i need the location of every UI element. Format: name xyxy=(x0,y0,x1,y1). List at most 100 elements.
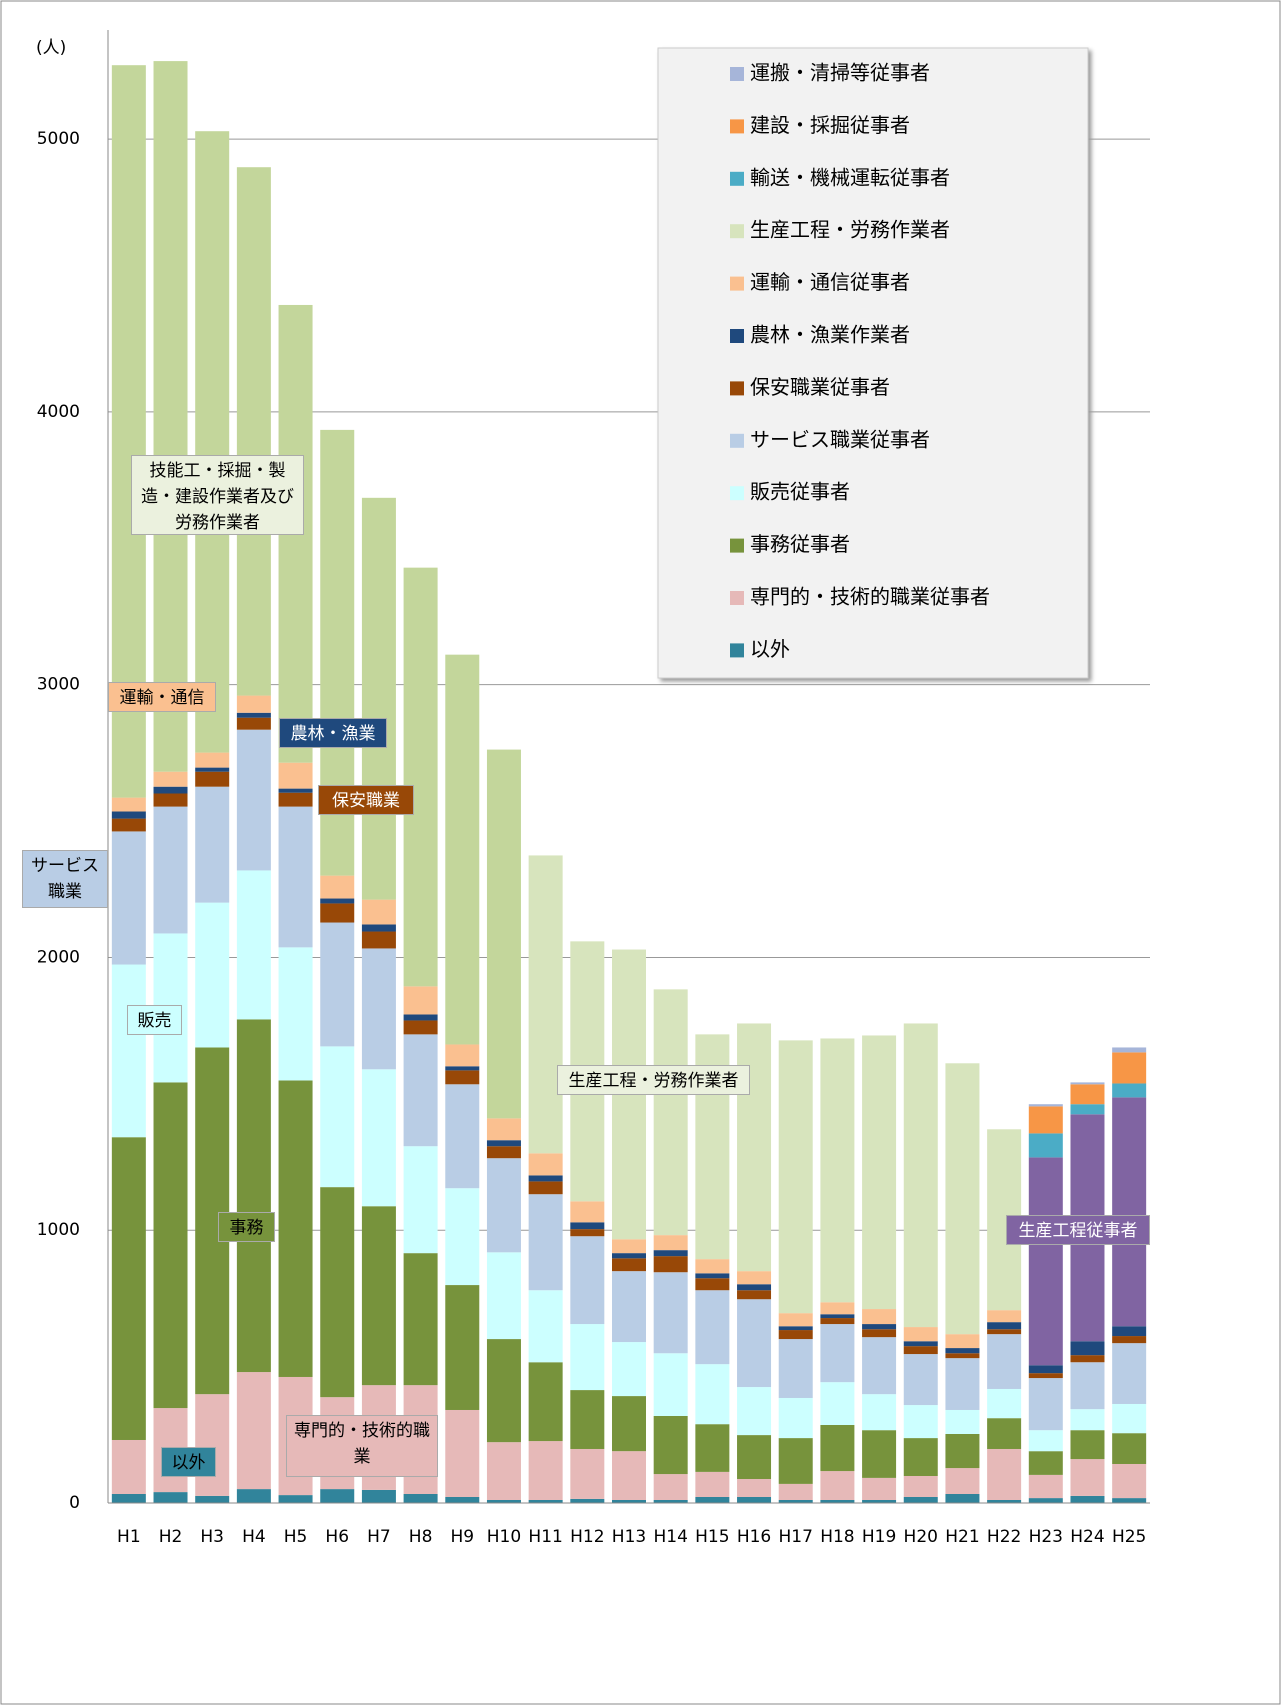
bar-segment xyxy=(1070,1362,1105,1410)
annotation: 技能工・採掘・製造・建設作業者及び労務作業者 xyxy=(131,455,304,535)
bar-segment xyxy=(945,1353,980,1359)
bar-segment xyxy=(320,875,355,899)
legend-swatch xyxy=(730,381,744,396)
bar-segment xyxy=(570,1236,605,1325)
bar-segment xyxy=(486,1499,521,1503)
bar-segment xyxy=(153,793,188,807)
annotation: 運輸・通信 xyxy=(108,682,216,712)
x-tick-label: H23 xyxy=(1029,1527,1063,1547)
bar-segment xyxy=(195,786,230,903)
bar-segment xyxy=(195,752,230,768)
bar-segment xyxy=(361,948,396,1070)
legend-swatch xyxy=(730,486,744,501)
bar-segment xyxy=(820,1382,855,1425)
bar-segment xyxy=(737,1387,772,1436)
annotation: 生産工程従事者 xyxy=(1006,1215,1150,1245)
bar-segment xyxy=(903,1346,938,1355)
legend-label: 運搬・清掃等従事者 xyxy=(750,61,930,85)
bar-segment xyxy=(737,1496,772,1503)
bar-segment xyxy=(1028,1104,1063,1107)
bar-segment xyxy=(361,1069,396,1207)
x-tick-label: H8 xyxy=(409,1527,433,1547)
bar-segment xyxy=(1028,1451,1063,1475)
y-axis-label: (人) xyxy=(36,38,66,58)
x-tick-label: H25 xyxy=(1112,1527,1146,1547)
bar-segment xyxy=(1070,1084,1105,1105)
bar-segment xyxy=(1028,1365,1063,1374)
bar-segment xyxy=(1070,1459,1105,1496)
bar-segment xyxy=(987,1448,1022,1500)
annotation: 保安職業 xyxy=(318,785,414,815)
bar-segment xyxy=(1112,1498,1147,1503)
annotation: 農林・漁業 xyxy=(279,718,387,748)
bar-segment xyxy=(278,762,313,789)
legend-swatch xyxy=(730,224,744,239)
bar-segment xyxy=(653,1415,688,1475)
bar-segment xyxy=(987,1388,1022,1419)
bar-segment xyxy=(361,924,396,932)
bar-segment xyxy=(695,1364,730,1425)
bar-segment xyxy=(1112,1097,1147,1327)
legend-swatch xyxy=(730,67,744,81)
x-tick-label: H21 xyxy=(945,1527,979,1547)
bar-segment xyxy=(1028,1157,1063,1366)
bar-segment xyxy=(486,1146,521,1159)
bar-segment xyxy=(445,1496,480,1503)
bar-segment xyxy=(361,931,396,949)
bar-segment xyxy=(320,922,355,1047)
bar-segment xyxy=(987,1322,1022,1330)
x-tick-label: H12 xyxy=(570,1527,604,1547)
bar-segment xyxy=(945,1493,980,1503)
x-tick-label: H2 xyxy=(159,1527,183,1547)
y-tick-label: 0 xyxy=(69,1493,80,1513)
bar-segment xyxy=(236,729,271,871)
x-tick-label: H24 xyxy=(1070,1527,1104,1547)
bar-segment xyxy=(612,1396,646,1452)
bar-segment xyxy=(1112,1343,1147,1404)
bar-segment xyxy=(612,1451,646,1500)
bar-segment xyxy=(778,1326,813,1331)
bar-segment xyxy=(486,1252,521,1340)
x-tick-label: H20 xyxy=(904,1527,938,1547)
legend-label: 運輸・通信従事者 xyxy=(750,270,910,294)
bar-segment xyxy=(987,1418,1022,1449)
x-tick-label: H11 xyxy=(528,1527,562,1547)
bar-segment xyxy=(945,1468,980,1494)
bar-segment xyxy=(278,947,313,1081)
bar-segment xyxy=(778,1040,813,1314)
bar-segment xyxy=(1070,1430,1105,1460)
bar-segment xyxy=(153,806,188,934)
bar-segment xyxy=(403,1253,438,1386)
bar-segment xyxy=(778,1499,813,1503)
bar-segment xyxy=(987,1499,1022,1503)
legend-label: 事務従事者 xyxy=(750,532,850,556)
bar-segment xyxy=(236,695,271,713)
x-tick-label: H14 xyxy=(653,1527,687,1547)
x-tick-label: H13 xyxy=(612,1527,646,1547)
bar-segment xyxy=(612,1239,646,1254)
bar-segment xyxy=(820,1302,855,1315)
annotation: 事務 xyxy=(218,1212,275,1242)
bar-segment xyxy=(653,1256,688,1273)
bar-segment xyxy=(1070,1409,1105,1431)
bar-segment xyxy=(111,811,146,819)
bar-segment xyxy=(612,1258,646,1272)
bar-segment xyxy=(1028,1373,1063,1379)
bar-segment xyxy=(486,1339,521,1443)
annotation: 専門的・技術的職業 xyxy=(286,1415,438,1477)
legend-swatch xyxy=(730,171,744,186)
bar-segment xyxy=(1028,1133,1063,1158)
bar-segment xyxy=(570,1498,605,1503)
bar-segment xyxy=(320,1187,355,1398)
bar-segment xyxy=(820,1314,855,1319)
bar-segment xyxy=(445,1066,480,1071)
bar-segment xyxy=(820,1324,855,1383)
bar-segment xyxy=(778,1397,813,1439)
bar-segment xyxy=(486,1158,521,1253)
bar-segment xyxy=(111,1137,146,1440)
bar-segment xyxy=(361,899,396,925)
bar-segment xyxy=(153,1492,188,1503)
bar-segment xyxy=(403,986,438,1015)
bar-segment xyxy=(528,1499,563,1503)
bar-segment xyxy=(403,1034,438,1147)
